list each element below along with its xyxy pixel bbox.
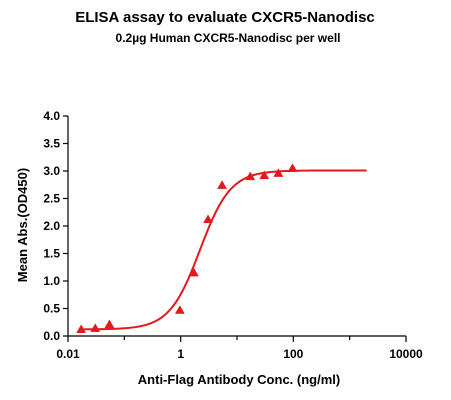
chart-subtitle: 0.2µg Human CXCR5-Nanodisc per well [116, 31, 341, 45]
data-point [203, 214, 213, 224]
data-point [174, 305, 185, 314]
data-point [189, 267, 199, 277]
data-point [217, 180, 227, 189]
x-tick-label: 0.01 [56, 347, 80, 361]
y-tick-label: 1.0 [43, 274, 60, 288]
y-tick-label: 0.5 [43, 302, 60, 316]
x-tick-label: 100 [283, 347, 303, 361]
x-tick-label: 1 [177, 347, 184, 361]
data-point [273, 168, 284, 177]
y-tick-label: 1.5 [43, 247, 60, 261]
data-point [104, 319, 115, 329]
fit-curve-line [81, 169, 367, 331]
y-tick-label: 4.0 [43, 109, 60, 123]
chart-title: ELISA assay to evaluate CXCR5-Nanodisc [75, 9, 375, 26]
y-tick-label: 2.5 [43, 192, 60, 206]
data-point [245, 171, 256, 181]
x-axis-title: Anti-Flag Antibody Conc. (ng/ml) [138, 372, 340, 387]
axes: 0.0 0.5 1.0 1.5 2.0 2.5 3.0 3.5 4.0 0.01 1 100 10000 [43, 109, 423, 361]
fit-curve-layer [81, 169, 367, 331]
data-point [76, 324, 87, 334]
y-tick-label: 0.0 [43, 329, 60, 343]
y-tick-label: 3.0 [43, 164, 60, 178]
data-point [90, 323, 101, 332]
data-point [287, 163, 298, 172]
data-point [259, 170, 270, 180]
x-tick-label: 10000 [389, 347, 423, 361]
y-tick-label: 2.0 [43, 219, 60, 233]
y-tick-label: 3.5 [43, 137, 60, 151]
data-points-layer [76, 163, 298, 334]
y-axis-title: Mean Abs.(OD450) [15, 168, 30, 282]
